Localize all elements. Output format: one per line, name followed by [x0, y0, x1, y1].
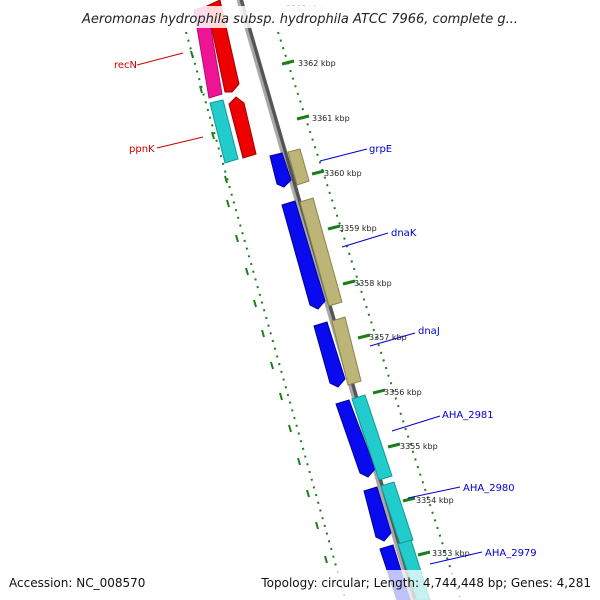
gene-label-dnaK[interactable]: dnaK — [391, 228, 417, 239]
tick-mark — [311, 169, 325, 176]
map-title: Aeromonas hydrophila subsp. hydrophila A… — [81, 12, 518, 27]
gene-AHA_2980-cyan[interactable] — [380, 481, 414, 545]
leader-ppnK — [156, 136, 204, 149]
gene-label-AHA_2979[interactable]: AHA_2979 — [485, 548, 537, 559]
tick-label: 3358 kbp — [354, 279, 392, 288]
title-backdrop — [60, 6, 540, 28]
tick-label: 3362 kbp — [298, 59, 336, 68]
leader-grpE — [319, 148, 368, 162]
tick-mark — [357, 333, 371, 340]
leader-AHA_2980 — [407, 486, 461, 499]
gene-label-recN[interactable]: recN — [114, 60, 137, 71]
accession-text: Accession: NC_008570 — [9, 576, 145, 590]
gene-grpE-blue[interactable] — [269, 152, 292, 188]
gene-ppnK-cyan[interactable] — [209, 99, 239, 164]
gene-label-AHA_2981[interactable]: AHA_2981 — [442, 410, 494, 421]
gene-AHA_2980-blue[interactable] — [363, 486, 392, 542]
left-dotted-guide — [185, 31, 346, 599]
gene-grpE-khaki[interactable] — [287, 148, 310, 186]
tick-label: 3359 kbp — [339, 224, 377, 233]
tick-label: 3353 kbp — [432, 549, 470, 558]
tick-mark — [296, 114, 310, 121]
tick-label: 3357 kbp — [369, 333, 407, 342]
tick-label: 3361 kbp — [312, 114, 350, 123]
tick-label: 3354 kbp — [416, 496, 454, 505]
gene-AHA_2981-cyan[interactable] — [351, 394, 393, 481]
kbp-ticks — [281, 59, 431, 557]
tick-label: 3360 kbp — [324, 169, 362, 178]
topology-summary: Topology: circular; Length: 4,744,448 bp… — [260, 576, 591, 590]
tick-mark — [281, 59, 295, 66]
leader-dnaK — [341, 232, 389, 248]
leader-AHA_2979 — [429, 551, 483, 565]
gene-label-AHA_2980[interactable]: AHA_2980 — [463, 483, 515, 494]
tick-mark — [327, 224, 341, 231]
gene-label-dnaJ[interactable]: dnaJ — [418, 326, 440, 337]
gene-dnaK-khaki[interactable] — [299, 197, 343, 307]
gene-ppnK-red[interactable] — [228, 96, 257, 159]
tick-mark — [372, 388, 386, 395]
left-feature-dashes — [190, 50, 328, 564]
tick-label: 3356 kbp — [384, 388, 422, 397]
leader-dnaJ — [369, 332, 416, 347]
gene-label-grpE[interactable]: grpE — [369, 144, 392, 155]
gene-dnaJ-khaki[interactable] — [331, 316, 362, 386]
gene-dnaJ-blue[interactable] — [313, 321, 346, 388]
tick-mark — [417, 550, 431, 557]
gene-dnaK-blue[interactable] — [281, 200, 326, 310]
gene-AHA_2981-blue[interactable] — [335, 399, 376, 478]
tick-mark — [342, 279, 356, 286]
footer-backdrop — [0, 570, 600, 600]
gene-label-ppnK[interactable]: ppnK — [129, 144, 155, 155]
tick-mark — [387, 442, 401, 449]
tick-mark — [402, 496, 416, 503]
leader-recN — [136, 52, 184, 66]
leader-AHA_2981 — [391, 415, 441, 432]
tick-label: 3355 kbp — [400, 442, 438, 451]
right-dotted-guide — [277, 31, 461, 599]
